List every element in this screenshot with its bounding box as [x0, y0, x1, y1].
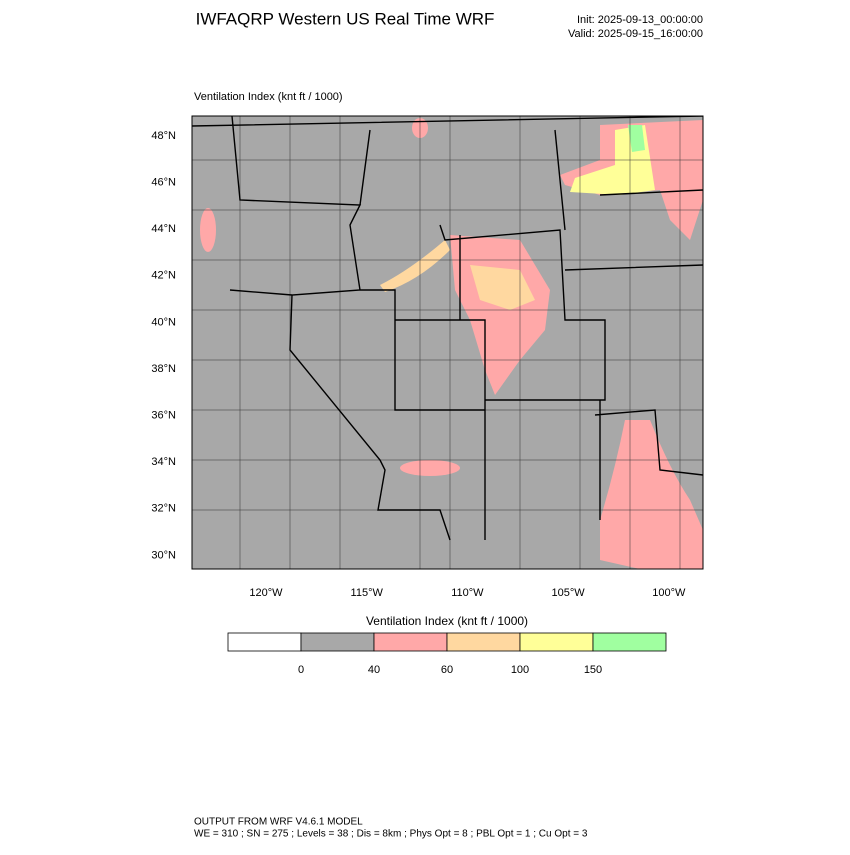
lat-label: 40°N: [151, 316, 176, 328]
colorbar-box: [227, 632, 302, 652]
lon-label: 105°W: [552, 587, 586, 599]
lat-label: 42°N: [151, 270, 176, 282]
lon-label: 110°W: [451, 587, 484, 599]
title: IWFAQRP Western US Real Time WRF: [196, 9, 495, 28]
value-area: [600, 420, 703, 569]
colorbar: 0 40 60 100 150: [227, 632, 667, 676]
colorbar-box: [300, 632, 375, 652]
map-frame: [191, 115, 704, 570]
colorbar-tick-label: 100: [511, 664, 529, 676]
colorbar-box: [373, 632, 448, 652]
lat-label: 32°N: [151, 503, 176, 515]
colorbar-box: [592, 632, 667, 652]
value-area: [470, 265, 535, 310]
valid-time: Valid: 2025-09-15_16:00:00: [568, 28, 703, 40]
lat-label: 30°N: [151, 549, 176, 561]
lon-label: 100°W: [652, 587, 686, 599]
lat-label: 34°N: [151, 456, 176, 468]
lat-label: 36°N: [151, 410, 176, 422]
lat-label: 38°N: [151, 363, 176, 375]
lat-label: 44°N: [151, 223, 176, 235]
value-area: [628, 125, 645, 152]
value-area: [380, 240, 450, 292]
lat-label: 46°N: [151, 177, 176, 189]
footer-line: OUTPUT FROM WRF V4.6.1 MODEL: [194, 817, 363, 828]
colorbar-title: Ventilation Index (knt ft / 1000): [366, 614, 528, 628]
colorbar-tick-label: 0: [298, 664, 304, 676]
lon-label: 115°W: [351, 587, 384, 599]
boundaries: [192, 116, 703, 569]
colorbar-box: [519, 632, 594, 652]
map-subtitle: Ventilation Index (knt ft / 1000): [194, 91, 343, 103]
init-time: Init: 2025-09-13_00:00:00: [577, 14, 703, 26]
colorbar-box: [446, 632, 521, 652]
lat-label: 48°N: [151, 130, 176, 142]
map: [191, 115, 704, 570]
colorbar-tick-label: 60: [441, 664, 453, 676]
colorbar-tick-label: 40: [368, 664, 380, 676]
footer-line: WE = 310 ; SN = 275 ; Levels = 38 ; Dis …: [194, 829, 588, 840]
value-area: [400, 460, 460, 476]
colorbar-tick-label: 150: [584, 664, 602, 676]
state-lines: [192, 116, 703, 541]
value-area: [200, 208, 216, 252]
lon-label: 120°W: [249, 587, 283, 599]
